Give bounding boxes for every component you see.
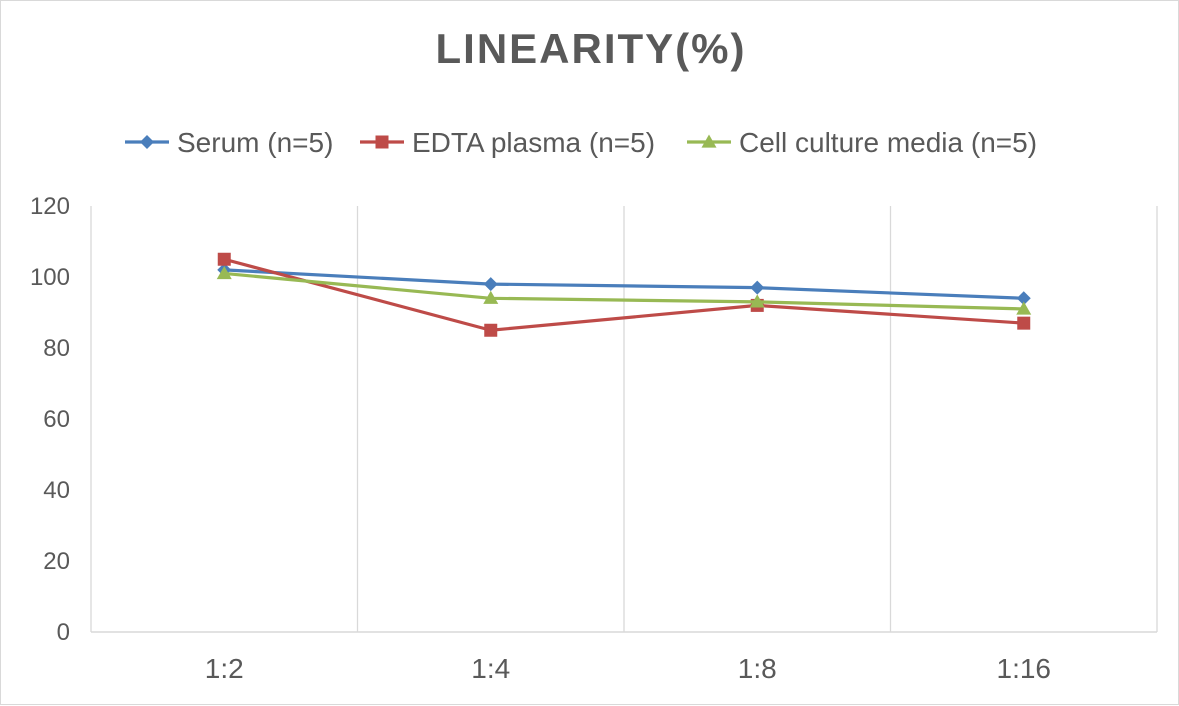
legend-marker-1: [375, 135, 389, 149]
legend-label-0: Serum (n=5): [177, 127, 333, 158]
legend-item-2: Cell culture media (n=5): [687, 127, 1037, 158]
data-point-0-2: [750, 280, 765, 295]
series-line-2: [224, 271, 1024, 311]
data-point-2-1: [483, 290, 499, 304]
series-group: [216, 252, 1032, 337]
data-point-1-3: [1017, 316, 1031, 330]
data-point-1-0: [217, 252, 231, 266]
data-point-2-0: [216, 265, 232, 280]
data-point-0-1: [483, 277, 498, 292]
y-tick-label-60: 60: [43, 406, 70, 433]
data-point-2-3: [1016, 301, 1032, 315]
data-point-0-3: [1016, 291, 1031, 306]
series-line-1: [223, 257, 1024, 332]
chart-title: LINEARITY(%): [436, 25, 747, 72]
x-tick-label-0: 1:2: [205, 653, 244, 684]
y-tick-label-100: 100: [30, 264, 70, 291]
x-tick-label-3: 1:16: [997, 653, 1052, 684]
legend: Serum (n=5) EDTA plasma (n=5) Cell culture…: [125, 127, 1037, 158]
legend-label-2: Cell culture media (n=5): [739, 127, 1037, 158]
y-tick-label-0: 0: [57, 619, 70, 646]
y-tick-label-120: 120: [30, 193, 70, 220]
y-tick-label-80: 80: [43, 335, 70, 362]
series-line-0: [224, 268, 1024, 300]
legend-label-1: EDTA plasma (n=5): [412, 127, 655, 158]
x-tick-label-1: 1:4: [471, 653, 510, 684]
x-tick-label-2: 1:8: [738, 653, 777, 684]
legend-item-1: EDTA plasma (n=5): [360, 127, 655, 158]
y-axis-ticks: 0 20 40 60 80 100 120: [30, 193, 70, 646]
data-point-1-1: [484, 323, 498, 337]
series-2: [216, 265, 1032, 315]
y-tick-label-20: 20: [43, 548, 70, 575]
x-axis-ticks: 1:2 1:4 1:8 1:16: [205, 653, 1051, 684]
legend-marker-0: [140, 135, 154, 149]
legend-item-0: Serum (n=5): [125, 127, 333, 158]
data-point-2-2: [749, 294, 765, 308]
legend-marker-2: [701, 134, 717, 148]
y-tick-label-40: 40: [43, 477, 70, 504]
